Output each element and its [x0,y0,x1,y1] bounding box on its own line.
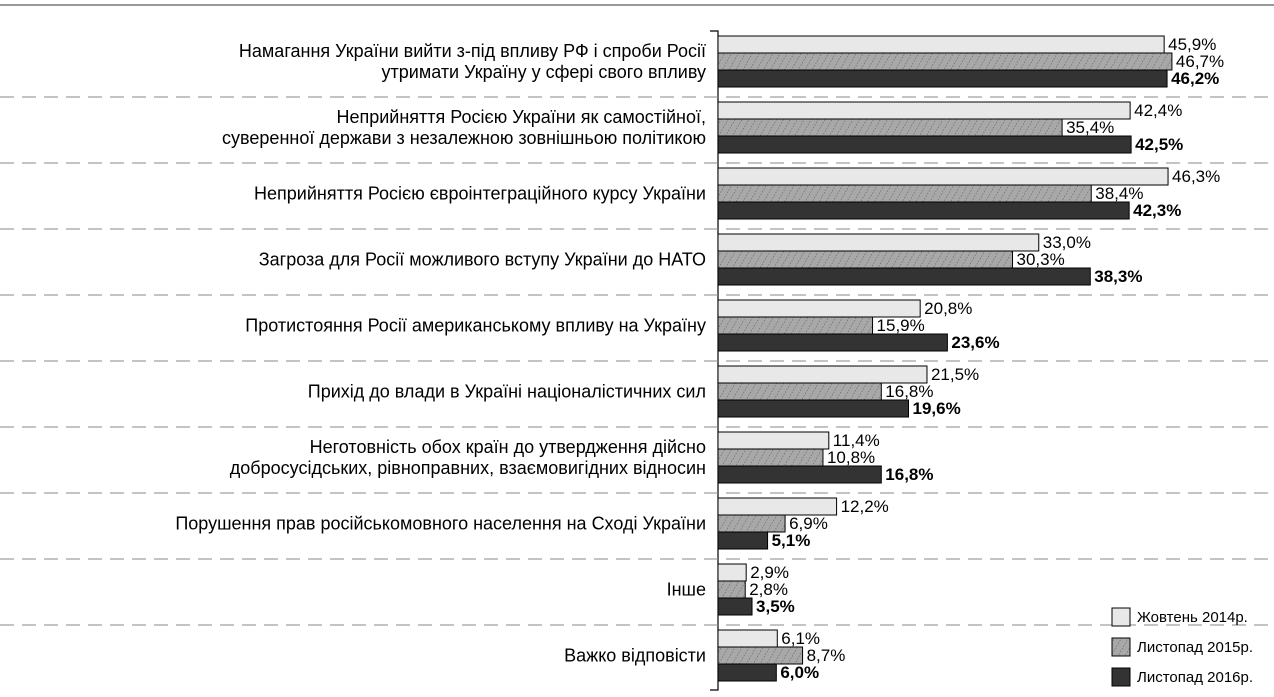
value-label: 6,1% [781,629,820,648]
bar [717,431,830,450]
value-label: 42,5% [1135,135,1183,154]
value-label: 30,3% [1017,250,1065,269]
bar [717,365,928,384]
bar [717,497,838,516]
value-label: 42,3% [1133,201,1181,220]
bar [717,563,747,582]
bar [717,250,1014,269]
value-label: 10,8% [827,448,875,467]
value-label: 45,9% [1168,35,1216,54]
bar [717,316,874,335]
bar [717,267,1091,286]
value-label: 3,5% [756,597,795,616]
legend-swatch [1111,607,1131,627]
bar [717,201,1130,220]
bar [717,663,777,682]
category-label: Загроза для Росії можливого вступу Украї… [258,249,706,269]
value-label: 46,7% [1176,52,1224,71]
bar [717,646,804,665]
category-label: Протистояння Росії американському впливу… [245,315,706,335]
bar [717,118,1063,137]
value-label: 38,4% [1095,184,1143,203]
bar [717,382,882,401]
value-label: 6,0% [780,663,819,682]
bar [717,580,746,599]
category-label: Неготовність обох країн до утвердження д… [229,436,706,478]
value-label: 46,3% [1172,167,1220,186]
value-label: 15,9% [877,316,925,335]
bar [717,135,1132,154]
value-label: 42,4% [1134,101,1182,120]
legend-label: Листопад 2016р. [1137,669,1253,686]
bar [717,448,824,467]
value-label: 33,0% [1043,233,1091,252]
value-label: 38,3% [1094,267,1142,286]
value-label: 8,7% [807,646,846,665]
legend-swatch [1111,637,1131,657]
value-label: 2,8% [749,580,788,599]
bar [717,597,753,616]
value-label: 6,9% [789,514,828,533]
legend-label: Листопад 2015р. [1137,639,1253,656]
bar [717,233,1040,252]
bar [717,299,921,318]
value-label: 46,2% [1171,69,1219,88]
bar [717,184,1092,203]
category-label: Інше [666,579,706,599]
category-label: Прихід до влади в Україні націоналістичн… [307,381,706,401]
value-label: 23,6% [951,333,999,352]
category-label: Неприйняття Росією України як самостійно… [222,106,706,148]
category-label: Важко відповісти [564,645,706,665]
value-label: 5,1% [772,531,811,550]
category-label: Намагання України вийти з-під впливу РФ … [238,40,706,82]
value-label: 2,9% [750,563,789,582]
bar [717,35,1165,54]
bar [717,399,910,418]
legend-label: Жовтень 2014р. [1137,609,1248,626]
category-label: Неприйняття Росією євроінтеграційного ку… [254,183,706,203]
value-label: 12,2% [841,497,889,516]
bar [717,629,778,648]
value-label: 35,4% [1066,118,1114,137]
bar [717,167,1169,186]
value-label: 19,6% [913,399,961,418]
value-label: 21,5% [931,365,979,384]
bar [717,531,769,550]
bar [717,69,1168,88]
value-label: 11,4% [833,431,880,450]
bar [717,465,882,484]
value-label: 16,8% [885,382,933,401]
bar [717,333,948,352]
value-label: 16,8% [885,465,933,484]
value-label: 20,8% [924,299,972,318]
category-label: Порушення прав російськомовного населенн… [175,513,706,533]
bar [717,101,1131,120]
bar [717,52,1173,71]
legend-swatch [1111,667,1131,687]
bar [717,514,786,533]
